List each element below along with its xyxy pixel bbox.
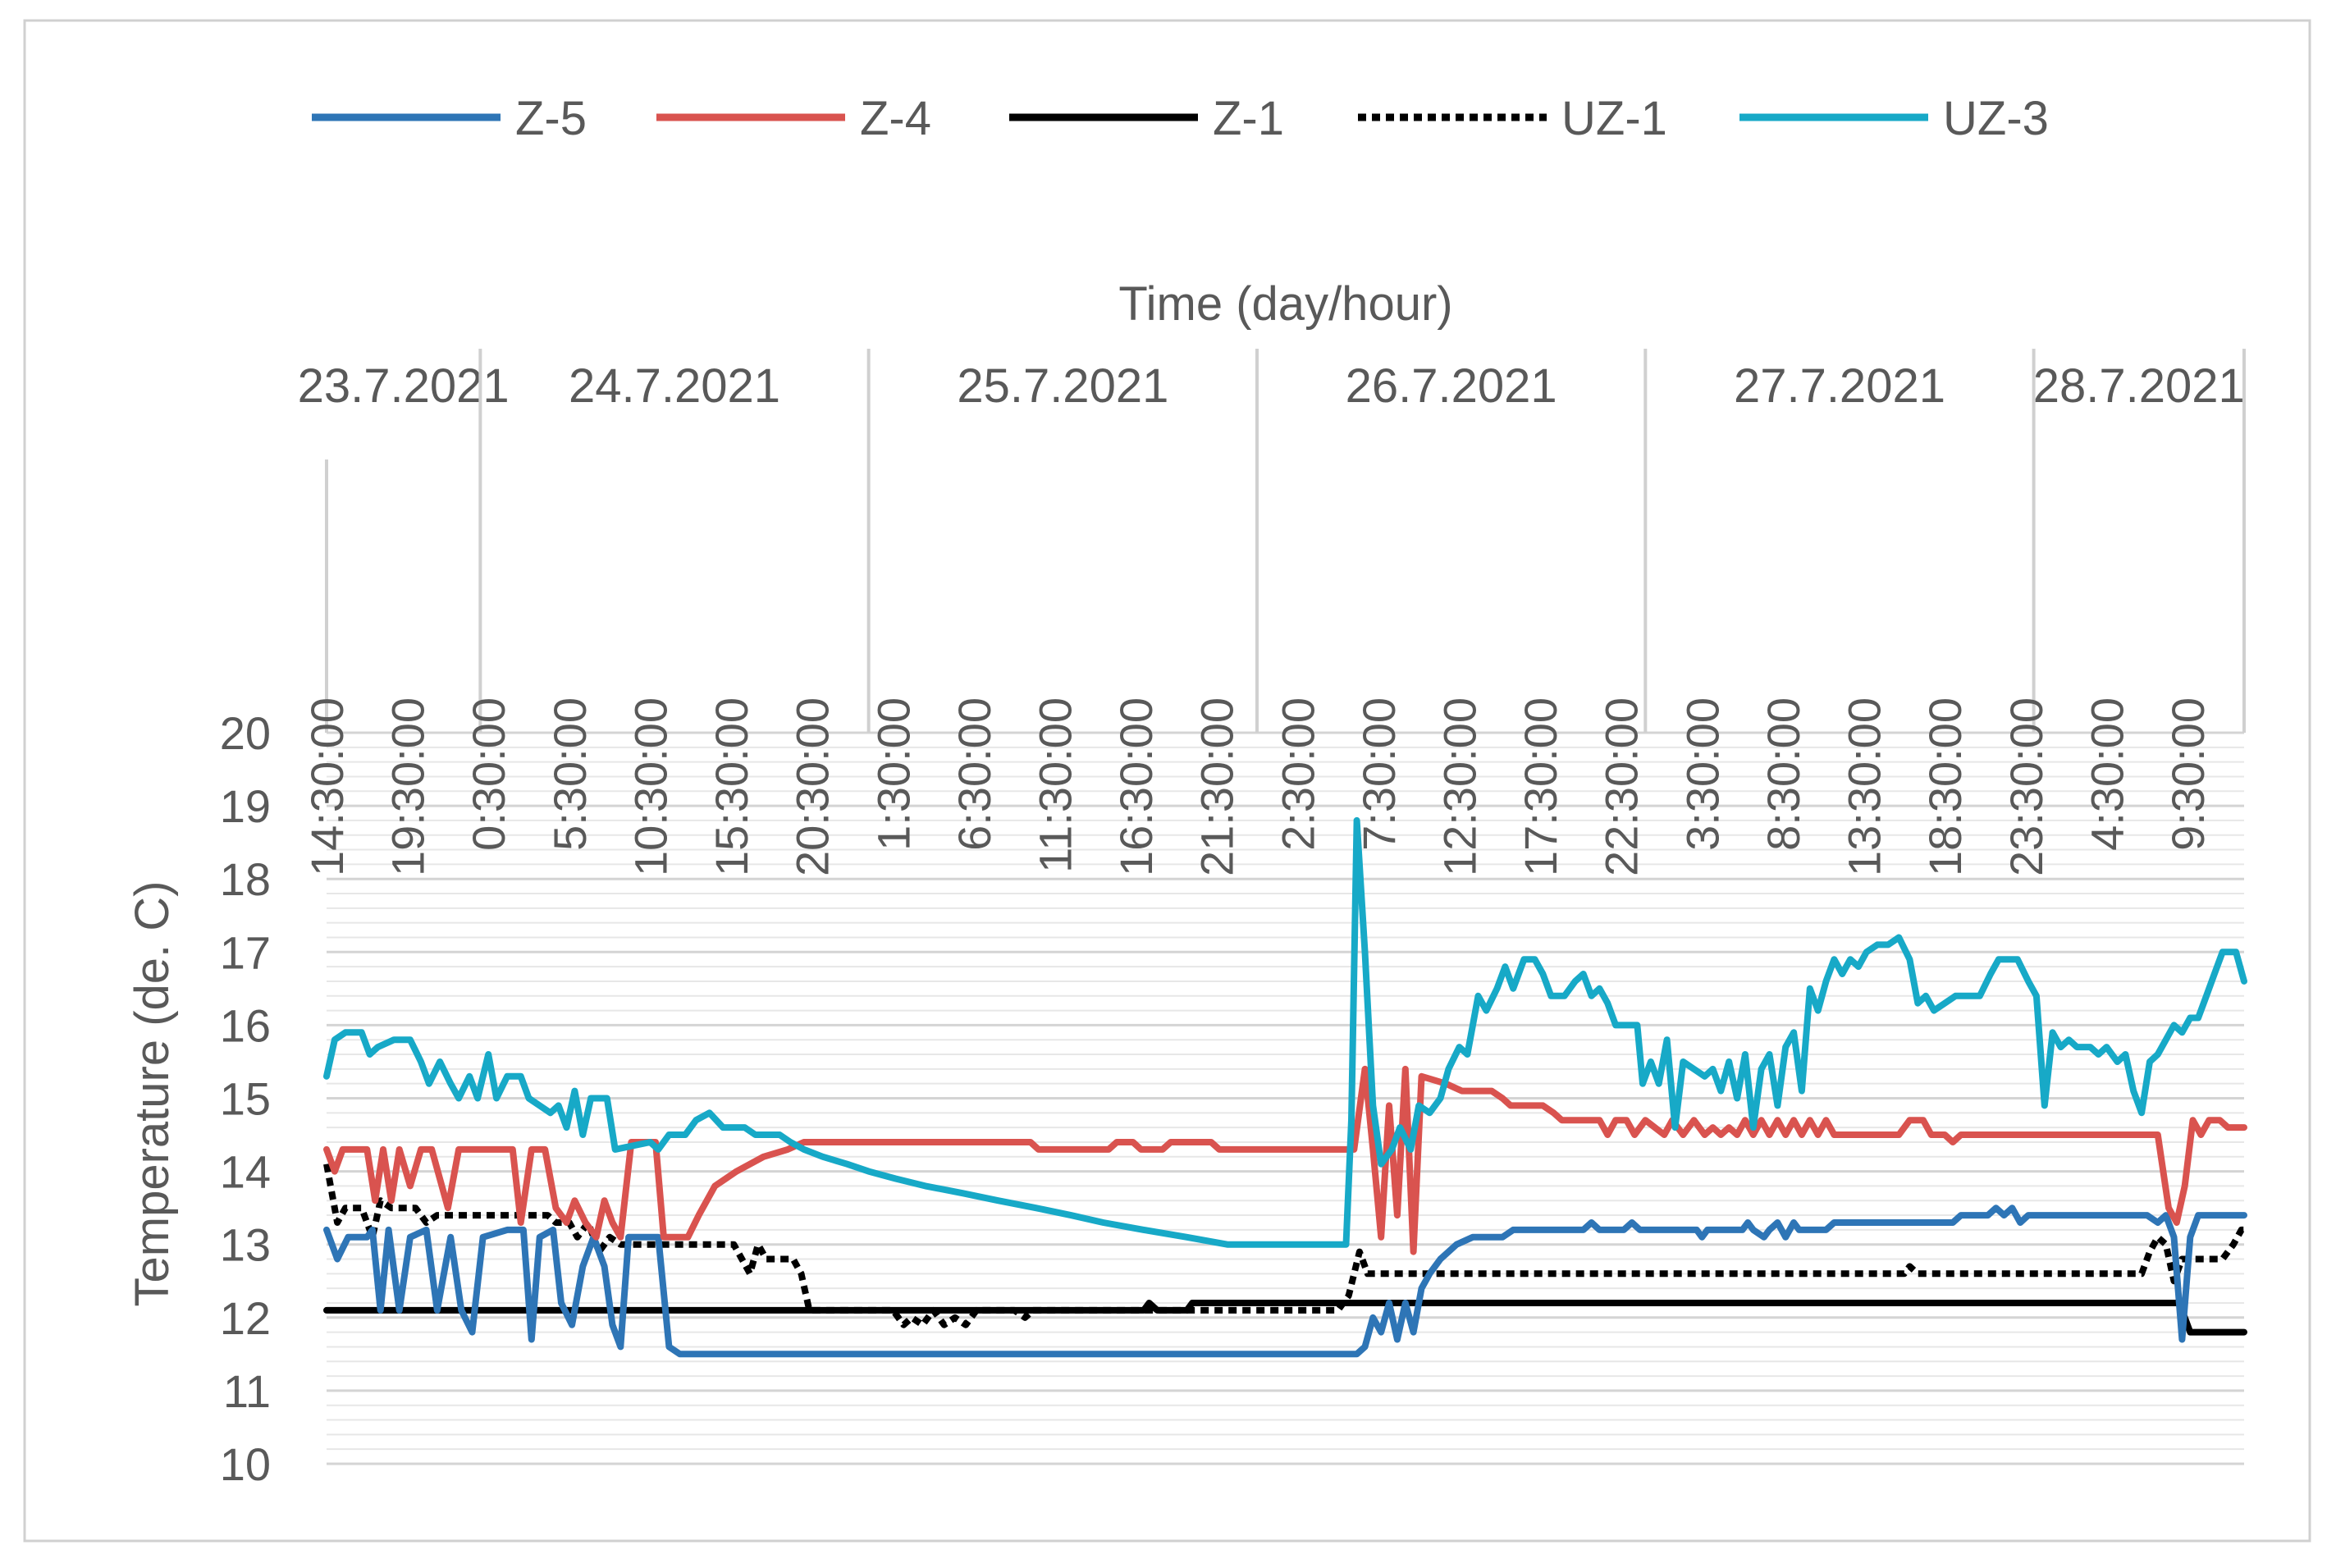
series-line-z-5 xyxy=(323,1205,2247,1358)
legend-label-uz-1: UZ-1 xyxy=(1561,92,1667,145)
x-tick-label: 18:30:00 xyxy=(1919,697,1971,876)
x-tick-label: 19:30:00 xyxy=(382,697,434,876)
day-group-label: 24.7.2021 xyxy=(569,359,780,413)
x-tick-label: 23:30:00 xyxy=(2000,697,2052,876)
y-tick-label: 13 xyxy=(220,1219,271,1271)
x-tick-label: 13:30:00 xyxy=(1839,697,1890,876)
y-tick-label: 17 xyxy=(220,926,271,978)
y-tick-label: 11 xyxy=(223,1365,271,1417)
x-tick-label: 12:30:00 xyxy=(1434,697,1486,876)
x-tick-label: 8:30:00 xyxy=(1758,697,1809,851)
x-tick-label: 14:30:00 xyxy=(301,697,353,876)
x-tick-label: 9:30:00 xyxy=(2162,697,2214,851)
legend-label-z-5: Z-5 xyxy=(515,92,587,145)
y-tick-label: 10 xyxy=(220,1438,271,1490)
day-group-label: 27.7.2021 xyxy=(1734,359,1945,413)
y-axis: Temperature (de. C) 10 11 12 13 14 15 16 17 18 19… xyxy=(126,707,271,1490)
x-tick-label: 11:30:00 xyxy=(1029,697,1081,873)
legend-label-uz-3: UZ-3 xyxy=(1943,92,2049,145)
x-tick-label: 4:30:00 xyxy=(2081,697,2133,851)
y-axis-title: Temperature (de. C) xyxy=(126,881,179,1307)
legend: Z-5 Z-4 Z-1 UZ-1 UZ-3 xyxy=(312,92,2049,145)
series-line-uz-3 xyxy=(323,816,2247,1248)
x-tick-label: 5:30:00 xyxy=(544,697,596,851)
x-tick-label: 2:30:00 xyxy=(1272,697,1323,851)
day-group-label: 28.7.2021 xyxy=(2033,359,2245,413)
y-tick-label: 19 xyxy=(220,780,271,832)
x-tick-label: 21:30:00 xyxy=(1191,697,1243,876)
y-tick-label: 15 xyxy=(220,1073,271,1125)
x-tick-label: 1:30:00 xyxy=(867,697,919,851)
series-line-uz-1 xyxy=(323,1163,2245,1328)
x-axis-title: Time (day/hour) xyxy=(1118,277,1452,331)
x-tick-label: 20:30:00 xyxy=(787,697,839,876)
x-tick-label: 17:30:00 xyxy=(1515,697,1566,876)
legend-label-z-1: Z-1 xyxy=(1213,92,1284,145)
y-tick-label: 18 xyxy=(220,853,271,905)
legend-label-z-4: Z-4 xyxy=(860,92,931,145)
y-tick-label: 20 xyxy=(220,707,271,759)
x-tick-label: 7:30:00 xyxy=(1353,697,1405,851)
x-tick-label: 3:30:00 xyxy=(1676,697,1728,851)
y-tick-label: 12 xyxy=(220,1292,271,1344)
series-line-z-4 xyxy=(323,1065,2247,1255)
series-lines xyxy=(323,816,2247,1358)
y-tick-label: 16 xyxy=(220,999,271,1051)
x-tick-label: 22:30:00 xyxy=(1596,697,1648,876)
x-tick-label: 0:30:00 xyxy=(463,697,514,851)
gridlines xyxy=(327,731,2244,1465)
y-tick-label: 14 xyxy=(220,1146,271,1198)
day-group-label: 26.7.2021 xyxy=(1346,359,1557,413)
x-tick-label: 15:30:00 xyxy=(706,697,757,876)
day-group-label: 25.7.2021 xyxy=(957,359,1168,413)
day-group-label: 23.7.2021 xyxy=(298,359,510,413)
x-axis: Time (day/hour) 23.7.2021 24.7.2021 25.7.2… xyxy=(298,277,2246,876)
x-tick-label: 16:30:00 xyxy=(1110,697,1162,876)
x-tick-label: 6:30:00 xyxy=(949,697,1000,851)
x-tick-label: 10:30:00 xyxy=(624,697,676,876)
